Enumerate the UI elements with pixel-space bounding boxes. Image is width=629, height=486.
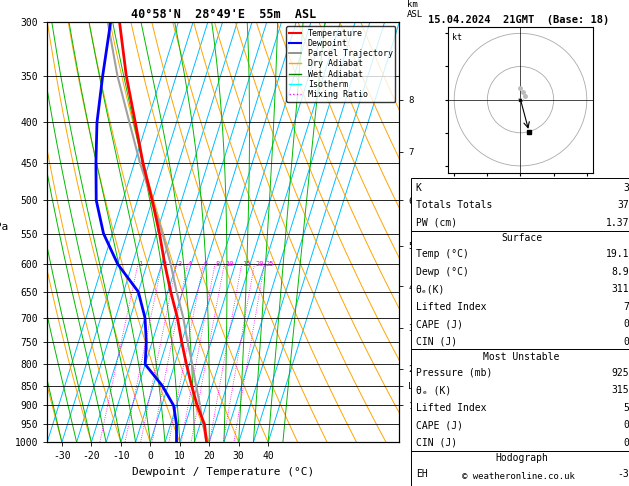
Text: θₑ (K): θₑ (K) [416,385,451,395]
Text: 15.04.2024  21GMT  (Base: 18): 15.04.2024 21GMT (Base: 18) [428,15,610,25]
Text: Temp (°C): Temp (°C) [416,249,469,259]
Text: 2: 2 [162,261,167,267]
Text: 0: 0 [623,420,629,430]
Text: CIN (J): CIN (J) [416,337,457,347]
Y-axis label: hPa: hPa [0,222,8,232]
Text: 4: 4 [188,261,192,267]
Text: 0: 0 [623,319,629,329]
Text: CAPE (J): CAPE (J) [416,319,463,329]
Text: 15: 15 [242,261,251,267]
Text: 3: 3 [177,261,182,267]
Legend: Temperature, Dewpoint, Parcel Trajectory, Dry Adiabat, Wet Adiabat, Isotherm, Mi: Temperature, Dewpoint, Parcel Trajectory… [286,26,395,102]
Text: EH: EH [416,469,428,479]
Text: 10: 10 [225,261,233,267]
Text: Lifted Index: Lifted Index [416,302,486,312]
Text: Surface: Surface [501,233,542,243]
Text: 3: 3 [623,183,629,193]
Text: 25: 25 [265,261,274,267]
Text: 20: 20 [255,261,264,267]
Title: 40°58'N  28°49'E  55m  ASL: 40°58'N 28°49'E 55m ASL [131,8,316,21]
Text: PW (cm): PW (cm) [416,218,457,228]
Text: Dewp (°C): Dewp (°C) [416,267,469,277]
Text: 19.1: 19.1 [606,249,629,259]
Text: 315: 315 [611,385,629,395]
X-axis label: Dewpoint / Temperature (°C): Dewpoint / Temperature (°C) [132,467,314,477]
Text: Pressure (mb): Pressure (mb) [416,368,492,378]
Text: 7: 7 [623,302,629,312]
Text: 1.37: 1.37 [606,218,629,228]
Text: Lifted Index: Lifted Index [416,403,486,413]
Text: 925: 925 [611,368,629,378]
Text: 1: 1 [138,261,143,267]
Text: 6: 6 [204,261,208,267]
Text: CAPE (J): CAPE (J) [416,420,463,430]
Text: 0: 0 [623,438,629,448]
Text: CIN (J): CIN (J) [416,438,457,448]
Text: 8.9: 8.9 [611,267,629,277]
Y-axis label: Mixing Ratio (g/kg): Mixing Ratio (g/kg) [430,176,440,288]
Text: 311: 311 [611,284,629,294]
Text: -3: -3 [617,469,629,479]
Text: Hodograph: Hodograph [495,453,548,463]
Text: Totals Totals: Totals Totals [416,201,492,210]
Text: © weatheronline.co.uk: © weatheronline.co.uk [462,472,576,481]
Text: K: K [416,183,421,193]
Text: 8: 8 [216,261,220,267]
Text: θₑ(K): θₑ(K) [416,284,445,294]
Text: 0: 0 [623,337,629,347]
Text: 37: 37 [617,201,629,210]
Text: km
ASL: km ASL [407,0,423,19]
Text: kt: kt [452,33,462,42]
Text: Most Unstable: Most Unstable [483,352,560,362]
Text: 5: 5 [623,403,629,413]
